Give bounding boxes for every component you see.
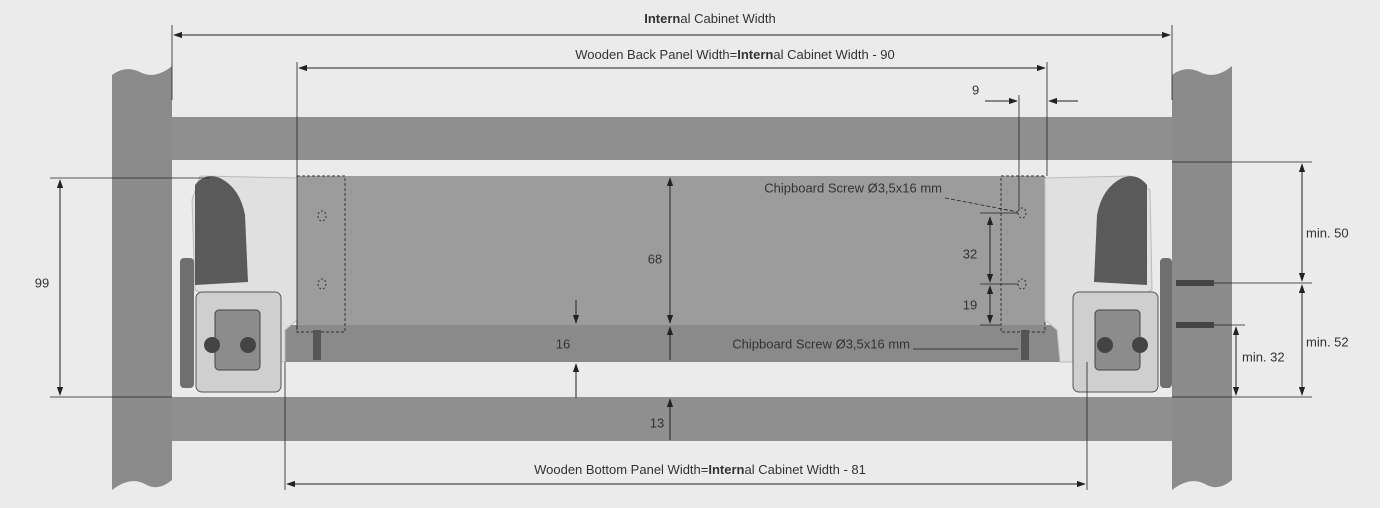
- top-board: [172, 117, 1172, 160]
- drawer-diagram: Internal Cabinet Width Wooden Back Panel…: [0, 0, 1394, 508]
- dimension-label: 68: [648, 251, 662, 266]
- dimension-label: 9: [972, 82, 979, 97]
- page: { "top_dimension": {"bold": "Intern", "r…: [0, 0, 1394, 508]
- right-runner-mount: [1160, 258, 1172, 388]
- label-part: al Cabinet Width: [680, 11, 775, 26]
- screw-label: Chipboard Screw Ø3,5x16 mm: [732, 336, 910, 351]
- bottom-screw: [313, 330, 321, 360]
- left-runner-mount: [180, 258, 194, 388]
- label-part: al Cabinet Width - 90: [773, 47, 894, 62]
- label-part: Wooden Back Panel Width=: [575, 47, 737, 62]
- wall-screw: [1176, 322, 1214, 328]
- dimension-label: min. 50: [1306, 225, 1349, 240]
- bottom-panel-label: Wooden Bottom Panel Width=Internal Cabin…: [534, 462, 866, 477]
- dimension-label: min. 32: [1242, 349, 1285, 364]
- dimension-label: 19: [963, 297, 977, 312]
- dimension-label: 16: [556, 336, 570, 351]
- left-roller: [240, 337, 256, 353]
- label-part: Intern: [737, 47, 773, 62]
- top-dimension-label: Internal Cabinet Width: [644, 11, 776, 26]
- wall-screw: [1176, 280, 1214, 286]
- right-roller: [1132, 337, 1148, 353]
- right-roller: [1097, 337, 1113, 353]
- dimension-label: 13: [650, 415, 664, 430]
- label-part: Wooden Bottom Panel Width=: [534, 462, 708, 477]
- right-wall: [1172, 66, 1232, 490]
- left-roller: [204, 337, 220, 353]
- left-wall: [112, 66, 172, 490]
- back-panel: [297, 176, 1045, 325]
- bottom-board: [172, 397, 1172, 441]
- bottom-screw: [1021, 330, 1029, 360]
- label-part: Intern: [644, 11, 680, 26]
- dimension-label: 32: [963, 246, 977, 261]
- dimension-label: 99: [35, 275, 49, 290]
- screw-label: Chipboard Screw Ø3,5x16 mm: [764, 180, 942, 195]
- back-panel-label: Wooden Back Panel Width=Internal Cabinet…: [575, 47, 895, 62]
- dimension-label: min. 52: [1306, 334, 1349, 349]
- bottom-panel: [285, 325, 1087, 362]
- label-part: Intern: [708, 462, 744, 477]
- label-part: al Cabinet Width - 81: [745, 462, 866, 477]
